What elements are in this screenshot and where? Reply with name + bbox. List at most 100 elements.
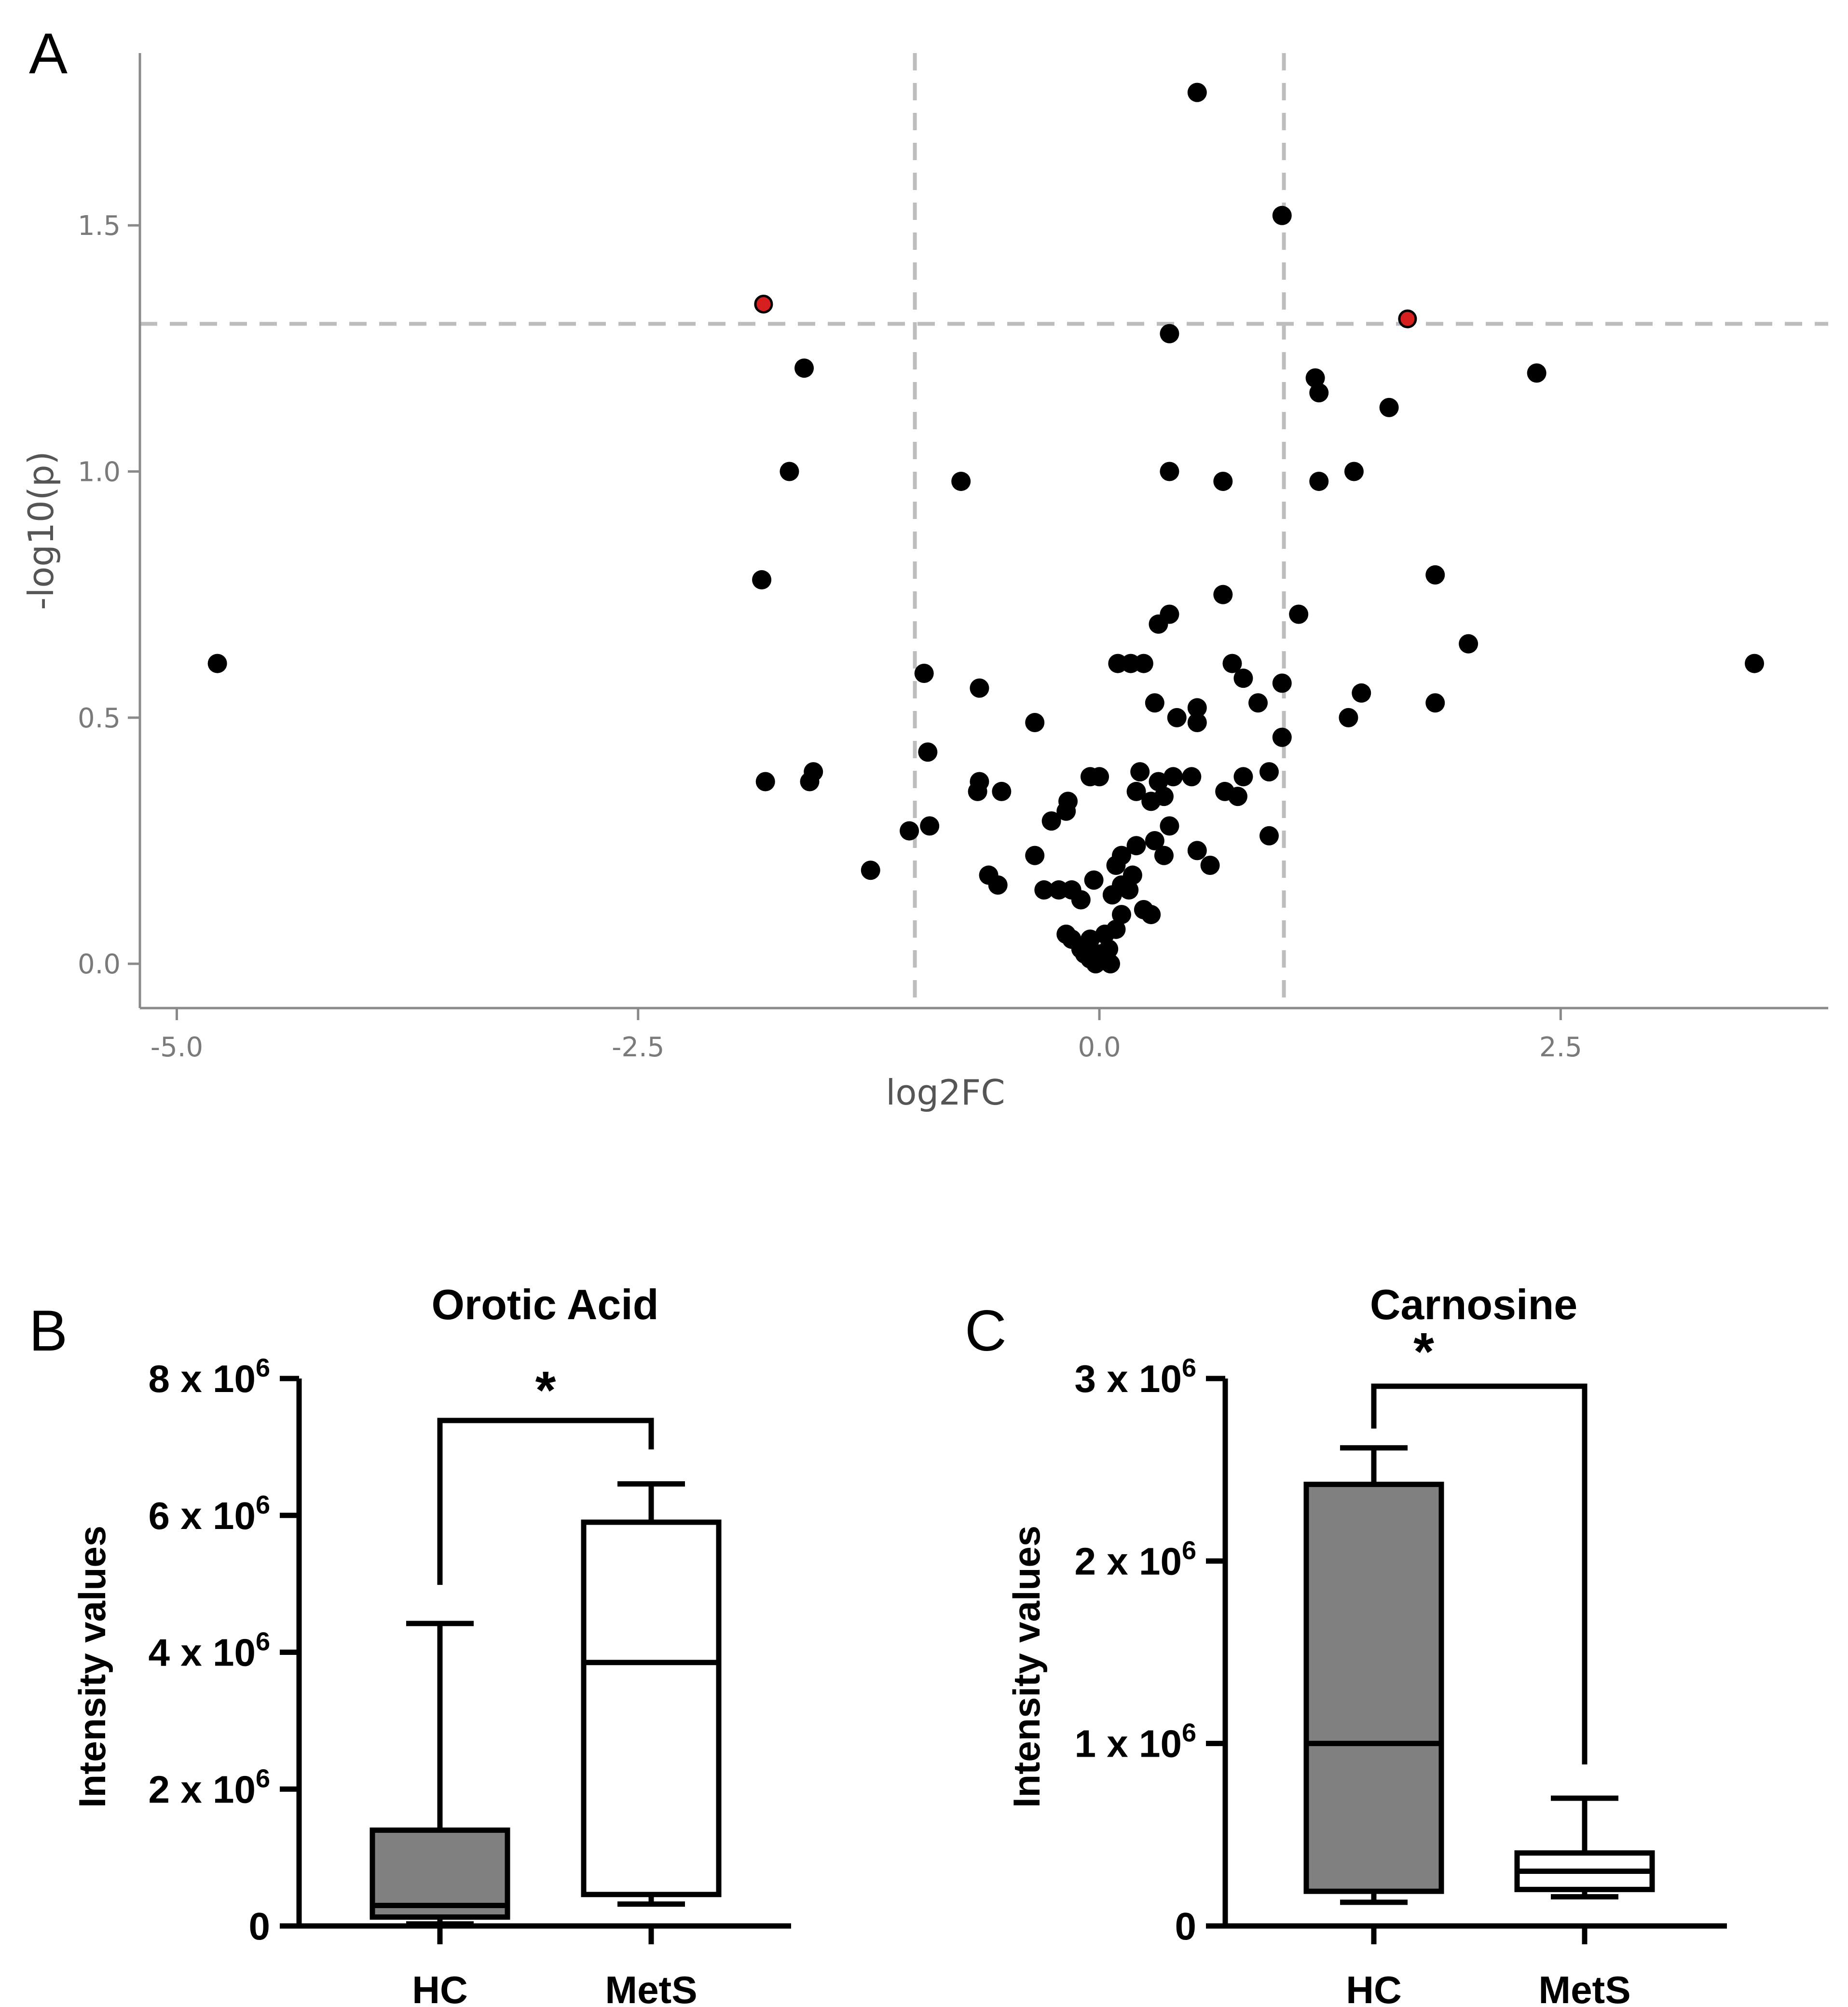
data-point (1272, 205, 1292, 225)
y-tick-label: 1.5 (78, 210, 121, 242)
data-point (1101, 954, 1121, 974)
data-point (1134, 654, 1153, 673)
y-tick-label: 8 x 106 (149, 1353, 270, 1400)
chart-title: Orotic Acid (431, 1281, 658, 1328)
data-point (1119, 880, 1139, 900)
x-tick-label: -2.5 (612, 1032, 664, 1063)
data-point (951, 471, 971, 491)
tick-exponent: 6 (1182, 1536, 1196, 1565)
tick-exponent: 6 (256, 1353, 270, 1382)
data-point (1025, 713, 1045, 733)
data-point (1379, 397, 1399, 417)
x-tick-label: 0.0 (1078, 1032, 1121, 1063)
data-point (1041, 811, 1061, 831)
data-point (1459, 634, 1478, 654)
y-tick-label: 0 (1175, 1905, 1197, 1948)
data-point (1259, 826, 1279, 846)
y-axis-title: Intensity values (1005, 1526, 1048, 1808)
data-point (1160, 816, 1179, 836)
data-point (1095, 924, 1115, 944)
box (581, 1519, 722, 1898)
box (1303, 1481, 1444, 1894)
data-point (1187, 698, 1207, 718)
data-point (1213, 585, 1233, 604)
tick-exponent: 6 (1182, 1353, 1196, 1382)
data-point (1102, 885, 1122, 905)
tick-exponent: 6 (1182, 1719, 1196, 1748)
tick-exponent: 6 (256, 1490, 270, 1519)
data-point (1425, 693, 1445, 713)
panel-label-c: C (965, 1298, 1007, 1363)
significance-star: * (1413, 1322, 1434, 1381)
data-point (1344, 462, 1364, 481)
data-point (988, 875, 1008, 895)
y-tick-label: 2 x 106 (149, 1764, 270, 1811)
data-point (1187, 713, 1207, 733)
x-axis-title: log2FC (886, 1072, 1005, 1113)
data-point (970, 678, 989, 698)
data-point (1213, 471, 1233, 491)
significance-bracket (437, 1418, 654, 1585)
box (370, 1827, 510, 1920)
threshold-lines (140, 53, 1828, 1008)
data-point (1034, 880, 1054, 900)
y-tick-label: 4 x 106 (149, 1627, 270, 1674)
y-tick-label: 1.0 (78, 457, 121, 488)
data-point (920, 816, 940, 836)
data-point (1090, 767, 1109, 787)
data-point (1149, 772, 1168, 792)
significant-point (754, 295, 773, 314)
data-point (1130, 762, 1150, 782)
data-point (1200, 856, 1220, 875)
x-tick-label: HC (1346, 1968, 1402, 2007)
x-tick-label: 2.5 (1539, 1032, 1582, 1063)
x-tick-label: -5.0 (151, 1032, 203, 1063)
data-point (1339, 708, 1358, 727)
data-point (752, 570, 772, 590)
tick-exponent: 6 (256, 1627, 270, 1656)
x-tick-label: MetS (605, 1968, 697, 2007)
data-point (1259, 762, 1279, 782)
significance-star: * (535, 1361, 556, 1420)
data-point (900, 821, 919, 841)
box-plot-orotic-acid: Orotic Acid Intensity values 0 2 x 106 4 x… (71, 1281, 791, 2007)
y-tick-label: 0.0 (78, 949, 121, 980)
data-point (1744, 654, 1764, 673)
y-tick-label: 1 x 106 (1075, 1719, 1196, 1765)
y-tick-label: 0.5 (78, 703, 121, 734)
data-point (1126, 836, 1146, 856)
y-tick-label: 3 x 106 (1075, 1353, 1196, 1400)
data-point (1228, 787, 1247, 806)
data-point (1248, 693, 1268, 713)
data-point (914, 663, 934, 683)
data-point (1154, 787, 1174, 806)
data-point (1425, 565, 1445, 585)
data-point (1527, 363, 1547, 383)
data-point (1141, 905, 1161, 925)
data-point (1352, 683, 1371, 703)
axes: 0.0 0.5 1.0 1.5 -5.0 -2.5 0.0 2.5 (78, 53, 1828, 1063)
data-point (1222, 654, 1242, 673)
data-point (780, 462, 799, 481)
data-point (1187, 841, 1207, 860)
data-point (207, 654, 227, 673)
data-point (1309, 471, 1329, 491)
data-point (992, 781, 1012, 801)
data-point (861, 860, 880, 880)
data-point (1056, 801, 1076, 821)
volcano-plot: 0.0 0.5 1.0 1.5 -5.0 -2.5 0.0 2.5 log2FC -log10… (21, 53, 1828, 1113)
data-point (1126, 781, 1146, 801)
data-point (1160, 324, 1179, 343)
data-point (1272, 673, 1292, 693)
data-point (755, 772, 775, 792)
data-point (1187, 82, 1207, 102)
data-point (1149, 614, 1168, 634)
tick-exponent: 6 (256, 1764, 270, 1793)
panel-label-a: A (29, 21, 68, 86)
panel-label-b: B (29, 1298, 68, 1363)
data-point (1233, 669, 1253, 688)
x-tick-label: MetS (1538, 1968, 1630, 2007)
x-tick-label: HC (412, 1968, 468, 2007)
data-point (1106, 856, 1126, 875)
